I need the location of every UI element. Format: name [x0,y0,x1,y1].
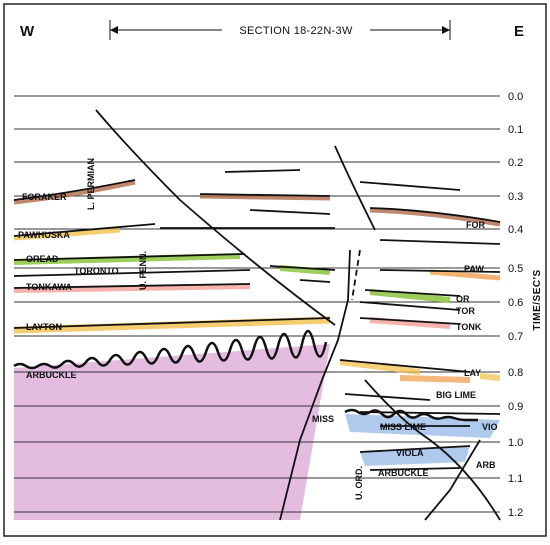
time-tick-labels: 0.0 0.1 0.2 0.3 0.4 0.5 0.6 0.7 0.8 0.9 … [508,91,523,519]
tick-1-1: 1.1 [508,473,523,485]
label-layton: LAYTON [26,322,62,332]
reflector-bands [13,179,501,383]
label-pawhuska: PAWHUSKA [18,230,70,240]
label-tor: TOR [456,306,475,316]
label-tonkawa: TONKAWA [26,282,72,292]
label-toronto: TORONTO [74,266,119,276]
label-vio: VIO [482,422,498,432]
label-u-ord: U. ORD. [354,466,364,500]
label-viola: VIOLA [396,448,424,458]
label-miss: MISS [312,414,334,424]
label-lay: LAY [464,368,481,378]
section-title: SECTION 18-22N-3W [239,25,353,37]
label-paw: PAW [464,264,484,274]
arbuckle-unconformity [13,329,328,370]
label-arb: ARB [476,460,496,470]
label-for: FOR [466,220,485,230]
label-u-penn: U. PENN. [138,251,148,290]
tick-0-6: 0.6 [508,297,523,309]
tick-0-0: 0.0 [508,91,523,103]
tick-0-1: 0.1 [508,124,523,136]
west-formation-labels: FORAKER PAWHUSKA OREAD TORONTO TONKAWA L… [18,192,119,380]
tick-0-5: 0.5 [508,263,523,275]
east-formation-labels: FOR PAW OR TOR TONK LAY BIG LIME MISS MI… [312,220,498,478]
tick-0-8: 0.8 [508,367,523,379]
arbuckle-basement-fill [14,344,330,520]
tick-0-3: 0.3 [508,191,523,203]
tick-0-2: 0.2 [508,157,523,169]
tick-1-0: 1.0 [508,437,523,449]
faults [95,109,501,521]
tick-0-9: 0.9 [508,401,523,413]
label-miss-lime: MISS LIME [380,422,426,432]
tick-1-2: 1.2 [508,507,523,519]
time-axis-label: TIME/SEC'S [532,269,543,330]
west-label: W [20,23,35,40]
tick-0-4: 0.4 [508,224,523,236]
east-label: E [514,23,524,40]
reflector-lines [13,169,501,471]
label-tonk: TONK [456,322,482,332]
label-big-lime: BIG LIME [436,390,476,400]
label-oread: OREAD [26,254,59,264]
label-or: OR [456,294,470,304]
tick-0-7: 0.7 [508,331,523,343]
label-arbuckle-east: ARBUCKLE [378,468,429,478]
section-span-arrow [109,20,451,40]
label-l-permian: L. PERMIAN [86,158,96,210]
label-arbuckle-west: ARBUCKLE [26,370,77,380]
label-foraker: FORAKER [22,192,67,202]
miss-lime-unconformity [344,408,478,422]
